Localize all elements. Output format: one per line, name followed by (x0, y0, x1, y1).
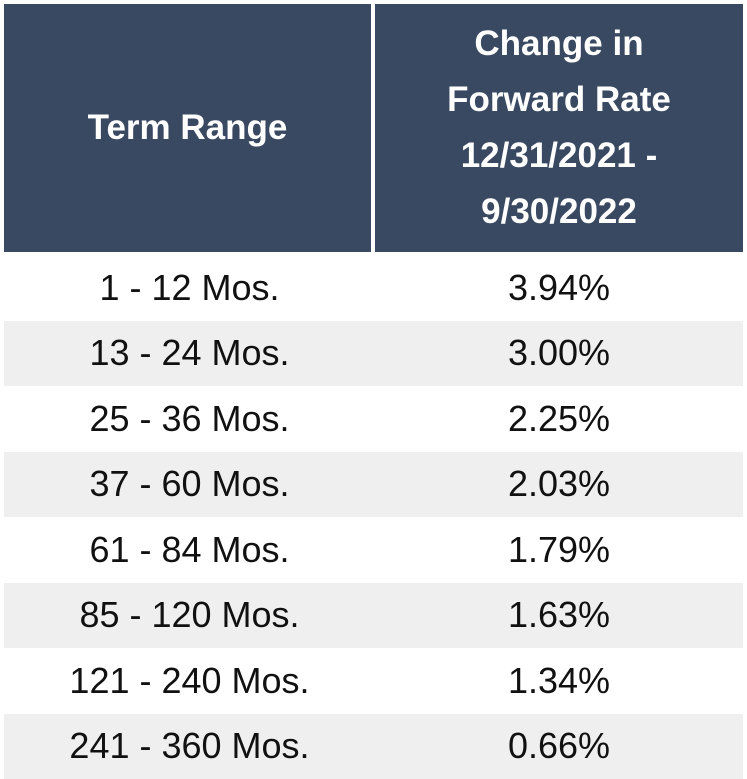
table-cell: 3.94% (507, 266, 611, 308)
table-cell: 241 - 360 Mos. (69, 725, 310, 766)
table-cell: 2.25% (507, 397, 611, 439)
header-text: 12/31/2021 - (460, 136, 658, 175)
header-text: 9/30/2022 (481, 192, 637, 231)
table-cell: 1.63% (507, 594, 611, 635)
header-text: Change in (474, 24, 644, 63)
table-cell: 85 - 120 Mos. (79, 594, 300, 635)
table-cell: 25 - 36 Mos. (89, 397, 290, 439)
table-row: 241 - 360 Mos. 0.66% (4, 713, 743, 779)
table-row: 1 - 12 Mos. 3.94% (4, 255, 743, 320)
table-cell: 1.79% (507, 528, 611, 570)
table-cell: 3.00% (507, 332, 611, 373)
header-row: Term Range Change in Forward Rate 12/31/20… (4, 4, 743, 252)
table-cell: 2.03% (507, 463, 611, 504)
table-cell: 61 - 84 Mos. (89, 528, 290, 570)
table-cell: 121 - 240 Mos. (69, 659, 310, 701)
table-row: 13 - 24 Mos. 3.00% (4, 320, 743, 386)
table-row: 85 - 120 Mos. 1.63% (4, 582, 743, 648)
header-text: Term Range (87, 108, 288, 147)
table-row: 61 - 84 Mos. 1.79% (4, 517, 743, 582)
table-cell: 0.66% (507, 725, 611, 766)
header-cell: Change in Forward Rate 12/31/2021 - 9/30/20… (375, 4, 743, 252)
table-cell: 1.34% (507, 659, 611, 701)
header-cell: Term Range (4, 4, 371, 252)
header-text: Forward Rate (447, 80, 671, 119)
table-cell: 13 - 24 Mos. (89, 332, 290, 373)
table-row: 37 - 60 Mos. 2.03% (4, 451, 743, 517)
table-row: 121 - 240 Mos. 1.34% (4, 648, 743, 713)
table-cell: 1 - 12 Mos. (99, 266, 280, 308)
table-cell: 37 - 60 Mos. (89, 463, 290, 504)
table-row: 25 - 36 Mos. 2.25% (4, 386, 743, 451)
